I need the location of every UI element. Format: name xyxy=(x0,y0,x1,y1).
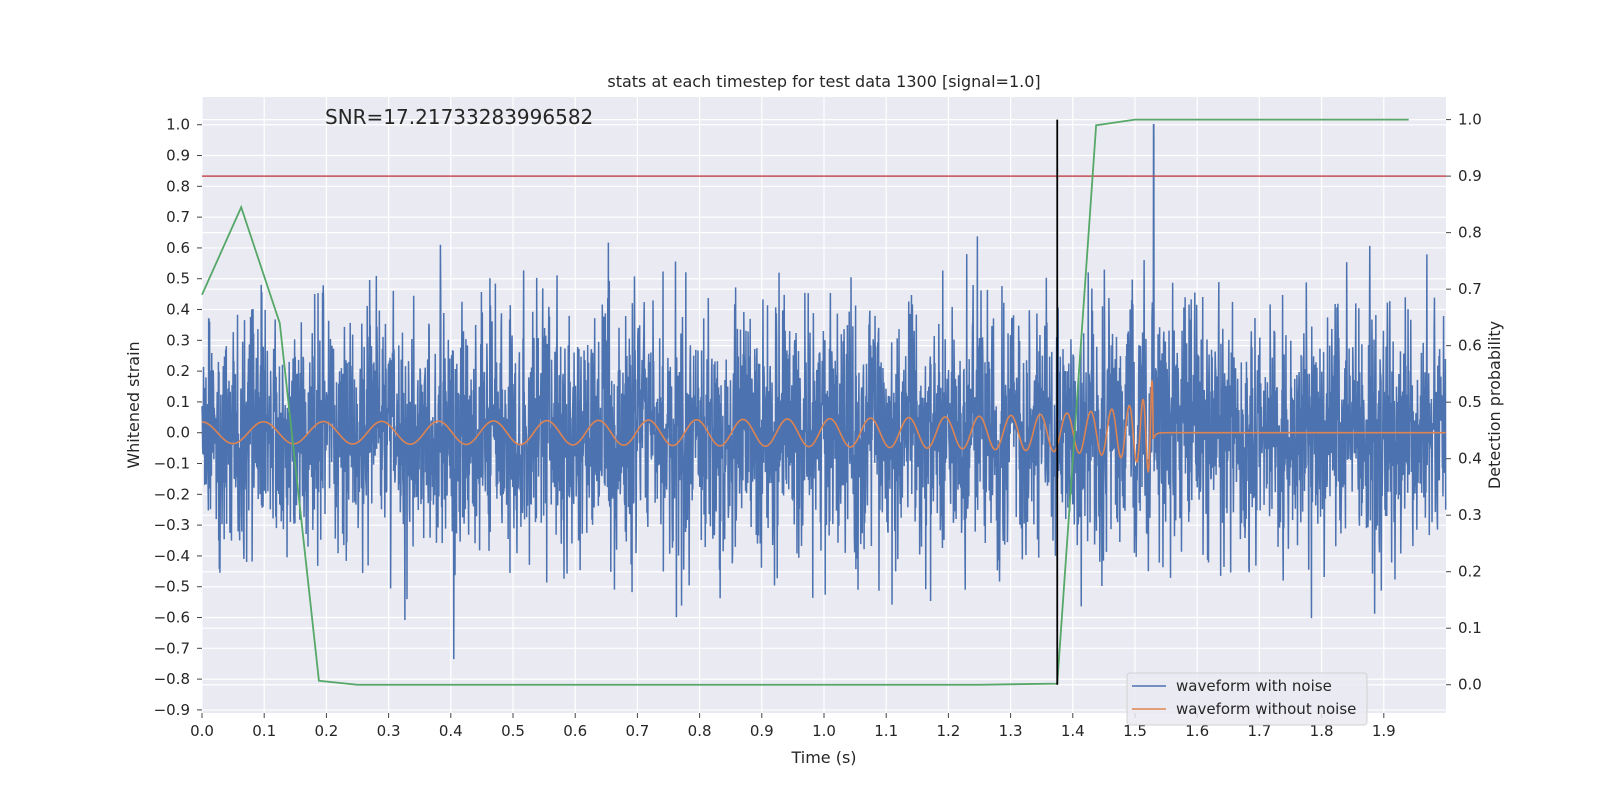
y-right-tick-label: 0.4 xyxy=(1458,450,1482,468)
x-tick-labels: 0.0 0.1 0.2 0.3 0.4 0.5 0.6 0.7 0.8 0.9 1.0 1.1 1.2 1… xyxy=(190,713,1396,740)
x-tick-label: 1.1 xyxy=(874,722,898,740)
y-left-tick-label: 0.1 xyxy=(166,393,190,411)
y-right-tick-label: 0.2 xyxy=(1458,563,1482,581)
x-axis-label: Time (s) xyxy=(790,748,856,767)
x-tick-label: 1.8 xyxy=(1310,722,1334,740)
y-right-tick-label: 0.1 xyxy=(1458,619,1482,637)
x-tick-label: 1.6 xyxy=(1185,722,1209,740)
x-tick-label: 0.8 xyxy=(688,722,712,740)
x-tick-label: 1.3 xyxy=(999,722,1023,740)
x-tick-label: 0.6 xyxy=(563,722,587,740)
y-left-tick-label: 0.9 xyxy=(166,147,190,165)
x-tick-label: 0.3 xyxy=(377,722,401,740)
x-tick-label: 1.0 xyxy=(812,722,836,740)
x-tick-label: 0.4 xyxy=(439,722,463,740)
y-left-tick-label: −0.2 xyxy=(154,485,190,503)
x-tick-label: 1.2 xyxy=(936,722,960,740)
y-right-tick-label: 0.0 xyxy=(1458,676,1482,694)
y-left-tick-label: −0.7 xyxy=(154,639,190,657)
x-tick-label: 0.9 xyxy=(750,722,774,740)
y-right-tick-label: 0.8 xyxy=(1458,224,1482,242)
y-left-tick-label: 0.2 xyxy=(166,362,190,380)
y-right-tick-label: 0.9 xyxy=(1458,167,1482,185)
data-series xyxy=(201,118,1447,686)
y-left-tick-label: 1.0 xyxy=(166,116,190,134)
series-detection-probability xyxy=(201,118,1409,686)
series-waveform-without-noise xyxy=(202,380,1446,473)
y-left-tick-label: 0.5 xyxy=(166,270,190,288)
y-left-tick-label: 0.0 xyxy=(166,424,190,442)
y-left-tick-labels: 1.0 0.9 0.8 0.7 0.6 0.5 0.4 0.3 0.2 0.1 0.0 −0.1 −0.… xyxy=(154,116,202,719)
y-left-tick-label: 0.3 xyxy=(166,331,190,349)
x-tick-label: 1.4 xyxy=(1061,722,1085,740)
y-axis-left-label: Whitened strain xyxy=(124,341,143,468)
legend-box xyxy=(1126,672,1368,726)
y-left-tick-label: −0.4 xyxy=(154,547,190,565)
y-left-tick-label: 0.6 xyxy=(166,239,190,257)
y-left-tick-label: −0.5 xyxy=(154,578,190,596)
x-tick-label: 1.5 xyxy=(1123,722,1147,740)
x-tick-label: 0.7 xyxy=(625,722,649,740)
y-right-tick-label: 1.0 xyxy=(1458,111,1482,129)
snr-annotation: SNR=17.21733283996582 xyxy=(325,105,593,129)
y-right-tick-label: 0.3 xyxy=(1458,506,1482,524)
y-right-tick-labels: 1.0 0.9 0.8 0.7 0.6 0.5 0.4 0.3 0.2 0.1 0.0 xyxy=(1446,111,1482,694)
legend-label-clean: waveform without noise xyxy=(1176,700,1356,718)
grid-lines xyxy=(201,97,1446,713)
chart-title: stats at each timestep for test data 130… xyxy=(607,72,1040,91)
y-left-tick-label: −0.1 xyxy=(154,455,190,473)
x-tick-label: 1.9 xyxy=(1372,722,1396,740)
y-right-tick-label: 0.7 xyxy=(1458,280,1482,298)
x-tick-label: 0.0 xyxy=(190,722,214,740)
y-left-tick-label: −0.8 xyxy=(154,670,190,688)
series-waveform-with-noise xyxy=(201,123,1447,660)
x-tick-label: 1.7 xyxy=(1247,722,1271,740)
x-tick-label: 0.1 xyxy=(252,722,276,740)
y-right-tick-label: 0.5 xyxy=(1458,393,1482,411)
y-left-tick-label: −0.9 xyxy=(154,701,190,719)
x-tick-label: 0.2 xyxy=(314,722,338,740)
y-axis-right-label: Detection probability xyxy=(1485,321,1504,489)
y-left-tick-label: 0.7 xyxy=(166,208,190,226)
y-left-tick-label: −0.6 xyxy=(154,609,190,627)
y-left-tick-label: 0.8 xyxy=(166,177,190,195)
y-right-tick-label: 0.6 xyxy=(1458,337,1482,355)
y-left-tick-label: −0.3 xyxy=(154,516,190,534)
y-left-tick-label: 0.4 xyxy=(166,301,190,319)
legend: waveform with noise waveform without noi… xyxy=(1126,672,1368,726)
legend-label-noise: waveform with noise xyxy=(1176,677,1332,695)
x-tick-label: 0.5 xyxy=(501,722,525,740)
